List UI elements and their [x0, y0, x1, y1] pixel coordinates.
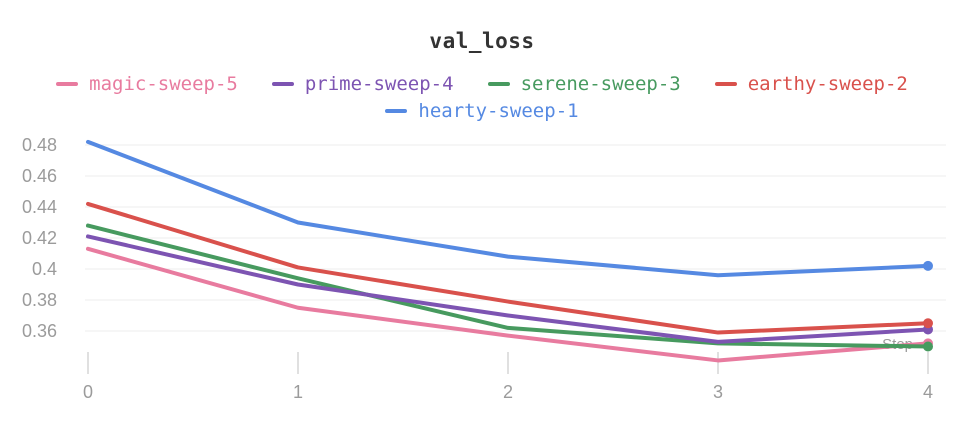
legend-item-earthy-sweep-2[interactable]: earthy-sweep-2 — [714, 72, 908, 96]
x-tick-label: 2 — [503, 382, 513, 402]
legend-label: prime-sweep-4 — [304, 73, 454, 95]
legend-item-prime-sweep-4[interactable]: prime-sweep-4 — [271, 72, 454, 96]
legend-label: serene-sweep-3 — [520, 73, 681, 95]
legend-label: earthy-sweep-2 — [747, 73, 908, 95]
legend-swatch-icon — [714, 82, 737, 86]
series-line-earthy-sweep-2[interactable] — [86, 201, 930, 335]
legend-swatch-icon — [385, 109, 408, 113]
x-tick-label: 1 — [293, 382, 303, 402]
legend-label: hearty-sweep-1 — [418, 100, 579, 122]
x-tick-label: 3 — [713, 382, 723, 402]
series-line-magic-sweep-5[interactable] — [86, 246, 930, 363]
legend-item-magic-sweep-5[interactable]: magic-sweep-5 — [56, 72, 238, 96]
x-tick-label: 0 — [83, 382, 93, 402]
legend-label: magic-sweep-5 — [89, 73, 238, 95]
y-tick-label: 0.44 — [22, 197, 57, 217]
legend-row-1: magic-sweep-5 prime-sweep-4 serene-sweep… — [0, 72, 964, 96]
y-tick-label: 0.36 — [22, 321, 57, 341]
x-tick-label: 4 — [923, 382, 933, 402]
y-tick-label: 0.42 — [22, 228, 57, 248]
series-line-prime-sweep-4[interactable] — [86, 234, 930, 344]
legend-swatch-icon — [487, 82, 510, 86]
legend-row-2: hearty-sweep-1 — [0, 99, 964, 123]
series-line-hearty-sweep-1[interactable] — [86, 139, 930, 278]
series-endpoint-earthy-sweep-2[interactable] — [923, 318, 933, 329]
y-tick-label: 0.4 — [32, 259, 57, 279]
y-tick-label: 0.48 — [22, 135, 57, 155]
chart-title: val_loss — [429, 29, 535, 53]
y-tick-label: 0.38 — [22, 290, 57, 310]
legend-swatch-icon — [56, 82, 79, 86]
series-endpoint-serene-sweep-3[interactable] — [923, 341, 933, 352]
legend-swatch-icon — [271, 82, 294, 86]
y-tick-label: 0.46 — [22, 166, 57, 186]
series-line-serene-sweep-3[interactable] — [86, 223, 930, 349]
legend-item-serene-sweep-3[interactable]: serene-sweep-3 — [487, 72, 681, 96]
series-endpoint-hearty-sweep-1[interactable] — [923, 260, 933, 271]
legend-item-hearty-sweep-1[interactable]: hearty-sweep-1 — [385, 99, 579, 123]
